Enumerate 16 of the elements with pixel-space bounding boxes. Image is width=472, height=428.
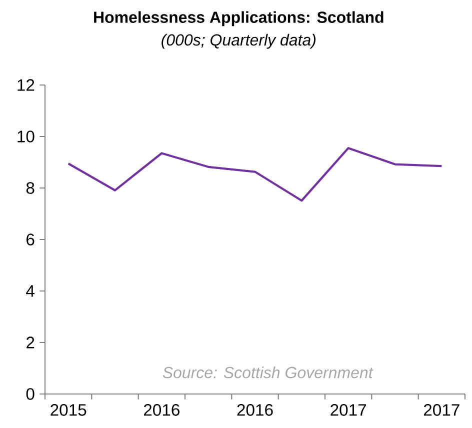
x-tick-label: 2017 (424, 404, 460, 416)
annotation: Source: Scottish Government (162, 366, 374, 378)
y-tick-label: 8 (26, 182, 34, 194)
chart-subtitle: (000s; Quarterly data) (162, 34, 316, 49)
chart-title: Homelessness Applications: Scotland (94, 11, 384, 26)
y-tick-label: 0 (26, 388, 34, 400)
x-tick-label: 2015 (50, 404, 86, 416)
y-tick-label: 6 (26, 234, 34, 246)
x-tick-label: 2016 (144, 404, 180, 416)
x-tick-label: 2016 (237, 404, 273, 416)
line-series (67, 147, 443, 202)
y-tick-label: 2 (26, 336, 34, 348)
y-tick-label: 10 (18, 130, 34, 142)
x-tick-label: 2017 (330, 404, 366, 416)
y-tick-label: 4 (26, 285, 34, 297)
y-tick-label: 12 (18, 79, 34, 91)
